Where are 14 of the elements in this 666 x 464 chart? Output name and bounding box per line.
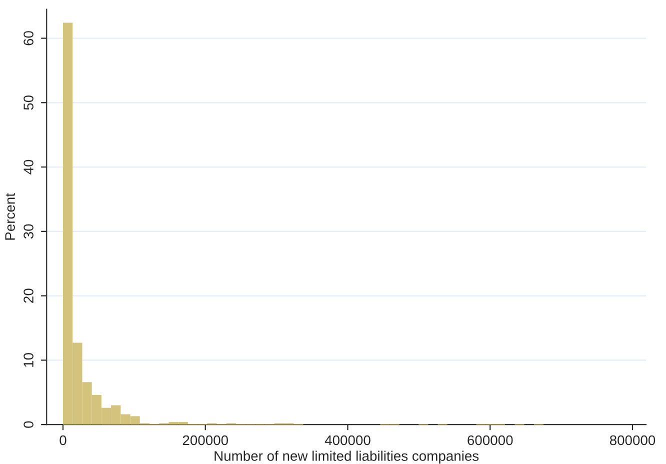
x-axis-title: Number of new limited liabilities companies — [214, 450, 479, 464]
y-tick-label: 20 — [24, 288, 34, 303]
y-tick-label: 10 — [24, 352, 34, 367]
x-tick-label: 600000 — [468, 435, 513, 446]
x-tick-label: 200000 — [182, 435, 228, 446]
y-axis-title: Percent — [5, 193, 15, 240]
y-tick-label: 40 — [24, 160, 34, 174]
y-tick-label: 0 — [24, 421, 34, 428]
x-tick-label: 800000 — [610, 435, 656, 446]
y-tick-label: 50 — [24, 95, 34, 110]
y-tick-label: 30 — [24, 224, 34, 239]
x-tick-label: 0 — [60, 435, 66, 446]
x-tick-label: 400000 — [324, 435, 370, 446]
y-tick-label: 60 — [24, 31, 34, 46]
